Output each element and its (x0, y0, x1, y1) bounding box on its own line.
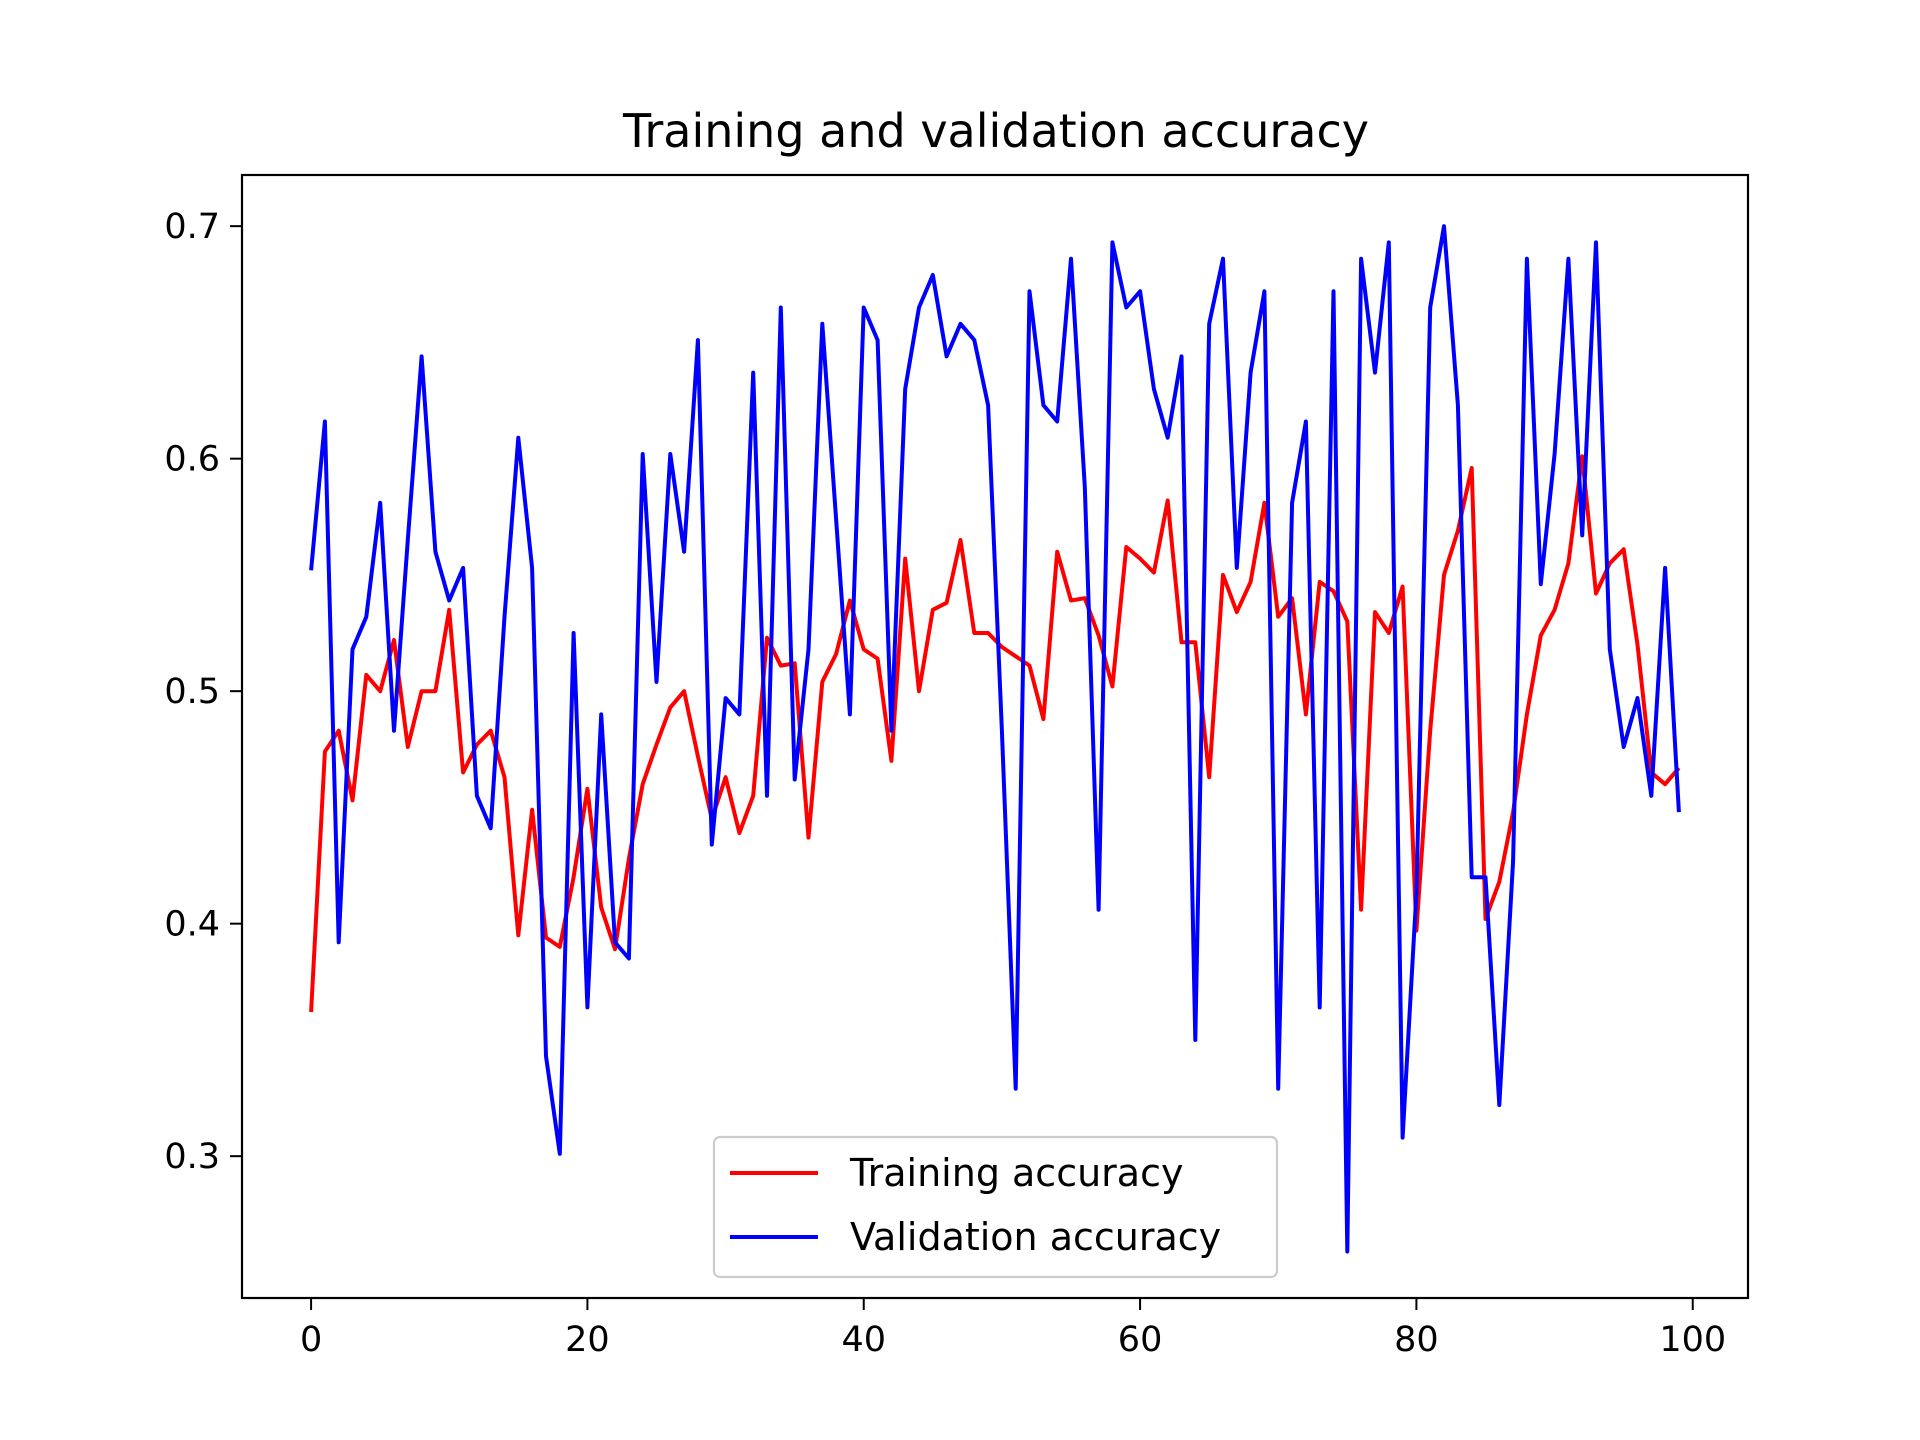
legend-box (712, 1135, 1279, 1279)
x-axis: 0 20 40 60 80 100 (300, 1298, 1726, 1360)
y-tick-label: 0.5 (164, 672, 220, 712)
axes-frame (240, 173, 1750, 1300)
y-tick-label: 0.4 (164, 905, 220, 945)
x-tick-label: 100 (1659, 1320, 1726, 1360)
y-tick-label: 0.7 (164, 207, 220, 247)
series-line-validation (309, 224, 1681, 1254)
legend: Training accuracy Validation accuracy (712, 1135, 1279, 1279)
legend-label-validation: Validation accuracy (850, 1215, 1221, 1259)
y-tick-label: 0.6 (164, 440, 220, 480)
x-tick-label: 0 (300, 1320, 322, 1360)
y-tick-label: 0.3 (164, 1137, 220, 1177)
x-tick-label: 20 (565, 1320, 610, 1360)
series-layer (309, 224, 1681, 1254)
x-tick-label: 40 (841, 1320, 886, 1360)
x-tick-label: 60 (1118, 1320, 1163, 1360)
legend-label-training: Training accuracy (849, 1151, 1183, 1195)
x-tick-label: 80 (1394, 1320, 1439, 1360)
plot-area (240, 173, 1750, 1300)
y-axis: 0.3 0.4 0.5 0.6 0.7 (164, 207, 242, 1177)
chart-title: Training and validation accuracy (622, 104, 1369, 158)
